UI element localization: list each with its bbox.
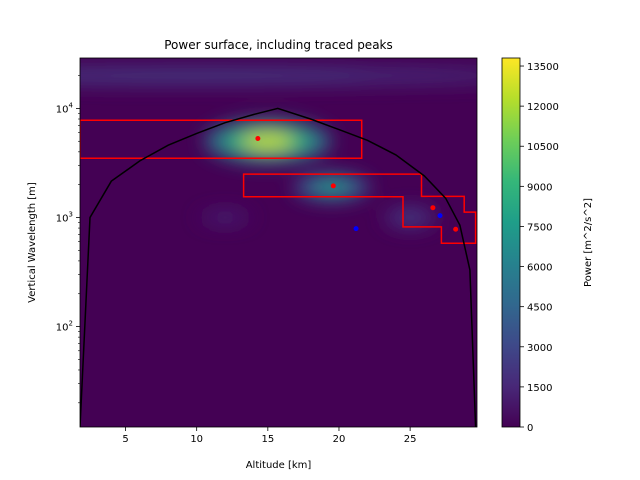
colorbar-tick-label: 9000 xyxy=(527,182,552,193)
x-tick-label: 25 xyxy=(404,434,417,445)
x-tick-label: 10 xyxy=(190,434,203,445)
y-axis-label: Vertical Wavelength [m] xyxy=(27,182,38,303)
peak-marker xyxy=(330,183,336,189)
colorbar-tick-label: 10500 xyxy=(527,142,559,153)
colorbar xyxy=(501,57,521,428)
heatmap-background xyxy=(80,58,477,427)
x-axis-label: Altitude [km] xyxy=(246,460,312,471)
peak-marker xyxy=(453,226,459,232)
peak-region xyxy=(80,119,363,159)
x-tick-label: 15 xyxy=(261,434,274,445)
plot-frame xyxy=(79,57,478,428)
colorbar-tick-label: 13500 xyxy=(527,62,559,73)
y-axis: 102 103 104 xyxy=(56,75,80,404)
peak-marker xyxy=(430,205,436,211)
power-feature xyxy=(213,214,237,221)
peak-marker xyxy=(255,136,261,142)
y-tick-label: 103 xyxy=(56,211,73,225)
traced-peaks xyxy=(255,136,459,232)
x-tick-label: 5 xyxy=(122,434,128,445)
colorbar-tick-label: 4500 xyxy=(527,303,552,314)
y-tick-label: 102 xyxy=(56,320,73,334)
boundary-curve xyxy=(80,107,477,427)
power-feature xyxy=(80,71,368,80)
colorbar-tick-label: 12000 xyxy=(527,102,559,113)
colorbar-tick-label: 6000 xyxy=(527,263,552,274)
peak-marker xyxy=(437,213,443,219)
colorbar-axis: 0 1500 3000 4500 6000 7500 9000 10500 12000 13500 xyxy=(520,62,559,434)
power-feature xyxy=(398,212,422,223)
chart-title: Power surface, including traced peaks xyxy=(164,38,393,52)
y-tick-label: 104 xyxy=(56,101,74,115)
colorbar-label: Power [m^2/s^2] xyxy=(583,198,594,287)
power-feature xyxy=(242,132,294,151)
x-axis: 5 10 15 20 25 xyxy=(122,427,416,445)
x-tick-label: 20 xyxy=(333,434,346,445)
colorbar-tick-label: 7500 xyxy=(527,222,552,233)
colorbar-tick-label: 3000 xyxy=(527,343,552,354)
colorbar-tick-label: 1500 xyxy=(527,383,552,394)
peak-marker xyxy=(353,226,359,232)
colorbar-tick-label: 0 xyxy=(527,423,533,434)
